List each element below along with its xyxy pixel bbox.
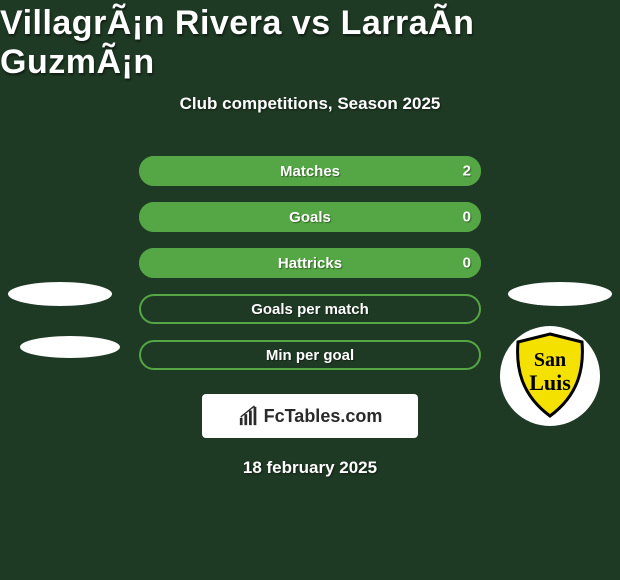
stat-value-right: 0 bbox=[463, 209, 471, 226]
badge-text-top: San bbox=[534, 349, 566, 371]
page-title: VillagrÃ¡n Rivera vs LarraÃ­n GuzmÃ¡n bbox=[0, 4, 620, 82]
placeholder-ellipse bbox=[508, 282, 612, 306]
team-badge-right: San Luis bbox=[500, 326, 600, 426]
stat-value-right: 0 bbox=[463, 255, 471, 272]
team-badge-svg: San Luis bbox=[500, 326, 600, 426]
stat-label: Hattricks bbox=[278, 255, 342, 272]
stat-row: Hattricks 0 bbox=[139, 248, 481, 278]
stat-label: Matches bbox=[280, 163, 340, 180]
placeholder-ellipse bbox=[20, 336, 120, 358]
placeholder-ellipse bbox=[8, 282, 112, 306]
badge-text-bottom: Luis bbox=[529, 370, 571, 395]
watermark: FcTables.com bbox=[202, 394, 418, 438]
stat-row: Goals 0 bbox=[139, 202, 481, 232]
stat-label: Goals bbox=[289, 209, 331, 226]
comparison-block: Matches 2 Goals 0 Hattricks 0 Goals per match M… bbox=[0, 156, 620, 370]
page-subtitle: Club competitions, Season 2025 bbox=[180, 94, 441, 114]
stat-row: Goals per match bbox=[139, 294, 481, 324]
stats-list: Matches 2 Goals 0 Hattricks 0 Goals per match M… bbox=[139, 156, 481, 370]
chart-icon bbox=[238, 405, 260, 427]
date-label: 18 february 2025 bbox=[243, 458, 377, 478]
content-area: VillagrÃ¡n Rivera vs LarraÃ­n GuzmÃ¡n Cl… bbox=[0, 0, 620, 580]
watermark-text: FcTables.com bbox=[264, 406, 383, 427]
stat-row: Min per goal bbox=[139, 340, 481, 370]
stat-label: Goals per match bbox=[251, 301, 369, 318]
stat-label: Min per goal bbox=[266, 347, 354, 364]
stat-value-right: 2 bbox=[463, 163, 471, 180]
stat-row: Matches 2 bbox=[139, 156, 481, 186]
